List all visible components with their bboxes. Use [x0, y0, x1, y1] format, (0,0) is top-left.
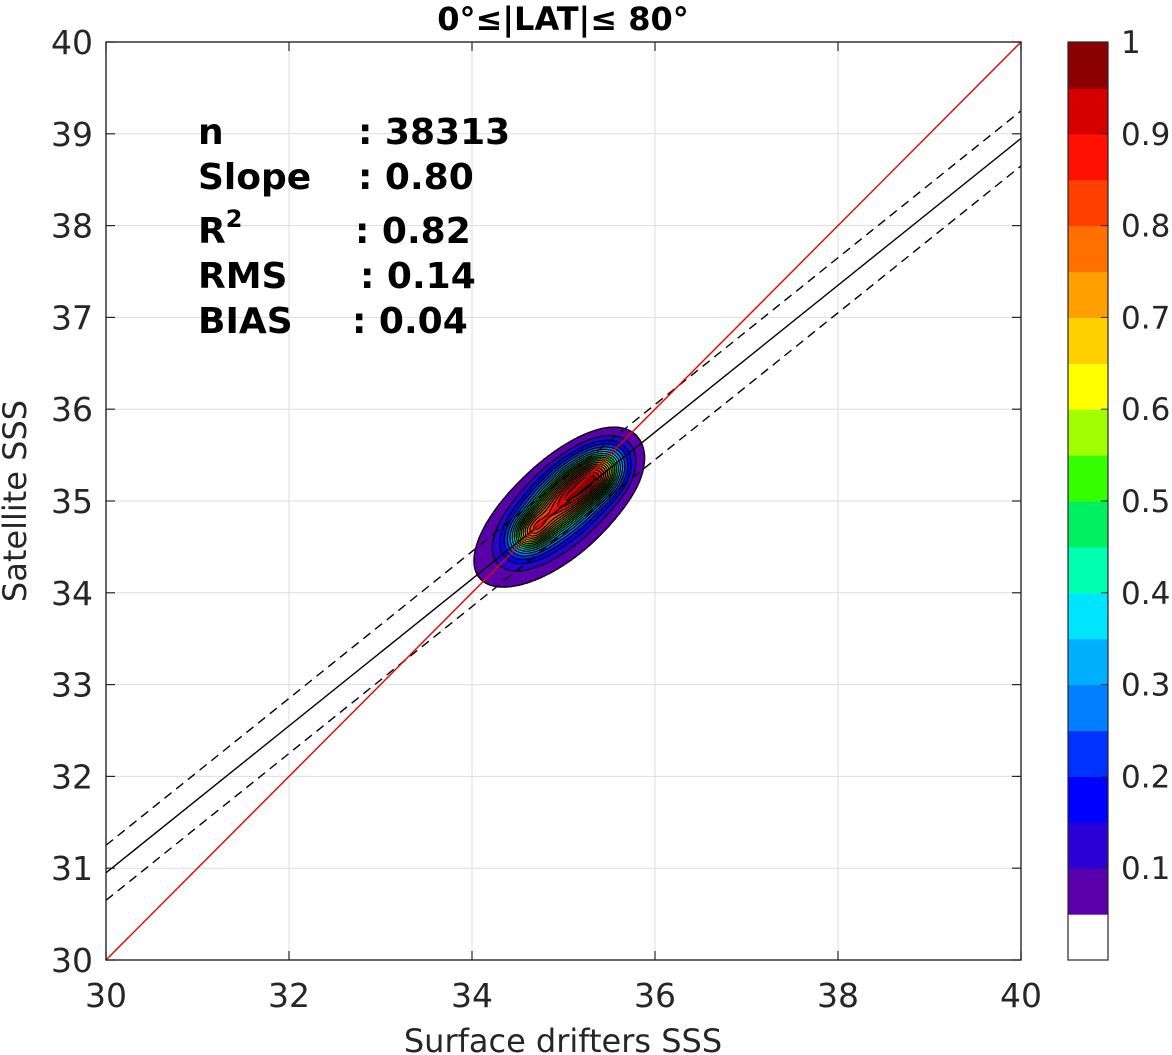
chart-title: 0°≤|LAT|≤ 80°	[437, 0, 688, 39]
stat-value: : 38313	[358, 112, 510, 153]
colorbar-tick-label: 0.4	[1121, 576, 1170, 612]
colorbar-tick-label: 0.5	[1121, 484, 1170, 520]
colorbar-swatch	[1068, 87, 1108, 135]
colorbar-swatch	[1068, 271, 1108, 318]
colorbar-swatch	[1068, 501, 1108, 548]
y-tick-label: 37	[51, 298, 93, 337]
y-tick-label: 33	[51, 666, 93, 705]
y-tick-label: 31	[51, 849, 93, 888]
colorbar-swatch	[1068, 455, 1108, 502]
y-tick-label: 36	[51, 390, 93, 429]
stat-value: : 0.04	[352, 301, 468, 342]
x-tick-label: 32	[268, 976, 310, 1015]
colorbar-swatch	[1068, 776, 1108, 823]
stats-box: n : 38313 Slope : 0.80 R2 : 0.82 RMS : 0.14 BIAS…	[198, 112, 510, 342]
reference-lines	[106, 42, 1021, 960]
colorbar-swatch	[1068, 638, 1108, 686]
y-tick-label: 38	[51, 207, 93, 246]
colorbar-swatch	[1068, 363, 1108, 410]
contour-line	[522, 461, 611, 541]
y-tick-label: 35	[51, 482, 93, 521]
contour-line	[513, 452, 620, 550]
x-tick-labels: 30 32 34 36 38 40	[85, 976, 1042, 1015]
colorbar-swatch	[1068, 546, 1108, 594]
identity-line	[106, 42, 1021, 960]
colorbar-tick-label: 0.8	[1121, 209, 1170, 245]
upper-bound-line	[106, 110, 1021, 846]
y-tick-label: 40	[51, 23, 93, 62]
colorbar-tick-label: 0.2	[1121, 759, 1170, 795]
contour-line	[506, 446, 626, 557]
y-tick-label: 39	[51, 115, 93, 154]
colorbar-swatch	[1068, 317, 1108, 364]
colorbar-swatch	[1068, 822, 1108, 869]
colorbar-swatch	[1068, 42, 1108, 89]
x-axis-label: Surface drifters SSS	[404, 1022, 722, 1055]
stat-value: : 0.80	[358, 157, 474, 198]
stat-label: R2	[198, 205, 242, 252]
colorbar-tick-label: 1	[1121, 25, 1141, 61]
y-tick-label: 30	[51, 941, 93, 980]
stat-label: RMS	[198, 256, 287, 297]
colorbar-swatch	[1068, 409, 1108, 456]
colorbar-swatch	[1068, 684, 1108, 732]
colorbar-swatch	[1068, 868, 1108, 915]
colorbar-swatch	[1068, 179, 1108, 227]
x-tick-label: 38	[817, 976, 859, 1015]
y-tick-label: 34	[51, 574, 93, 613]
colorbar-tick-label: 0.7	[1121, 300, 1170, 336]
lower-bound-line	[106, 165, 1021, 901]
contour-line	[517, 456, 616, 547]
stat-label: n	[198, 112, 224, 153]
contour-line	[509, 448, 624, 555]
contour-line	[499, 439, 632, 565]
stat-label: Slope	[198, 157, 311, 198]
x-tick-label: 30	[85, 976, 127, 1015]
regression-line	[106, 137, 1021, 874]
contour-line	[503, 443, 629, 560]
y-tick-label: 32	[51, 757, 93, 796]
contour-line	[491, 434, 637, 572]
colorbar-tick-label: 0.3	[1121, 668, 1170, 704]
stat-label-superscript: 2	[226, 205, 243, 233]
colorbar: 0.1 0.2 0.3 0.4 0.5 0.6 0.7 0.8 0.9 1	[1067, 25, 1170, 961]
colorbar-swatch	[1068, 133, 1108, 181]
colorbar-swatch	[1068, 730, 1108, 777]
axis-ticks	[105, 41, 1022, 961]
stat-label: BIAS	[198, 301, 293, 342]
contour-line	[520, 459, 612, 543]
x-tick-label: 40	[1000, 976, 1042, 1015]
stat-value: : 0.14	[360, 256, 476, 297]
colorbar-swatch	[1068, 914, 1108, 961]
colorbar-swatch	[1068, 225, 1108, 273]
y-tick-labels: 30 31 32 33 34 35 36 37 38 39 40	[51, 23, 93, 980]
grid-lines	[106, 42, 1021, 960]
stat-value: : 0.82	[355, 211, 471, 252]
y-axis-label: Satellite SSS	[0, 400, 34, 602]
colorbar-tick-label: 0.1	[1121, 851, 1170, 887]
colorbar-tick-label: 0.9	[1121, 117, 1170, 153]
contour-line	[524, 463, 609, 539]
x-tick-label: 34	[451, 976, 493, 1015]
colorbar-swatch	[1068, 592, 1108, 640]
x-tick-label: 36	[634, 976, 676, 1015]
colorbar-tick-label: 0.6	[1121, 392, 1170, 428]
